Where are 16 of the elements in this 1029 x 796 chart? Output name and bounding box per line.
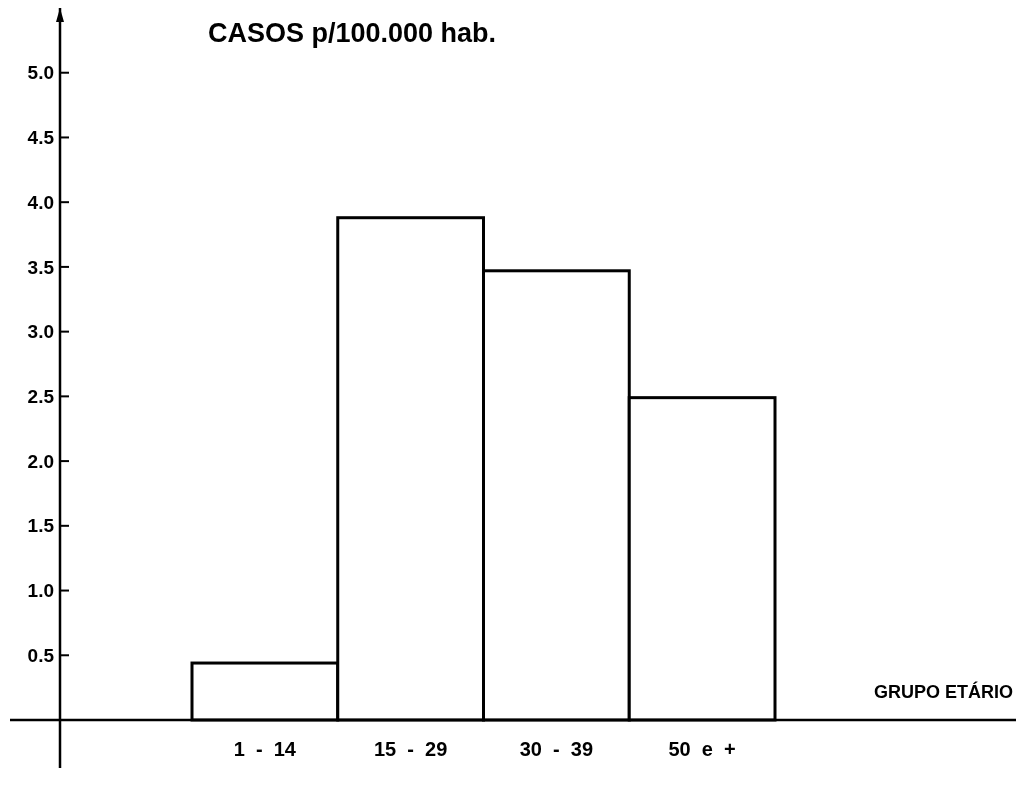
y-tick-label: 1.0	[27, 580, 54, 602]
x-tick-label: 1 - 14	[233, 738, 297, 760]
x-tick-label: 30 - 39	[519, 738, 594, 760]
x-tick-label: 50 e +	[668, 738, 736, 760]
y-tick-label: 5.0	[27, 62, 54, 84]
y-tick-label: 0.5	[27, 644, 55, 666]
x-tick-label: 15 - 29	[373, 738, 448, 760]
y-axis-title: CASOS p/100.000 hab.	[208, 18, 497, 48]
y-tick-label: 4.5	[27, 127, 55, 149]
y-tick-label: 3.0	[27, 321, 54, 343]
y-tick-label: 3.5	[27, 256, 55, 278]
y-tick-label: 1.5	[27, 515, 55, 537]
text: GRUPO ETÁRIO	[873, 681, 1013, 702]
y-tick-label: 2.5	[27, 386, 55, 408]
y-tick-label: 4.0	[27, 191, 54, 213]
y-tick-label: 2.0	[27, 450, 54, 472]
